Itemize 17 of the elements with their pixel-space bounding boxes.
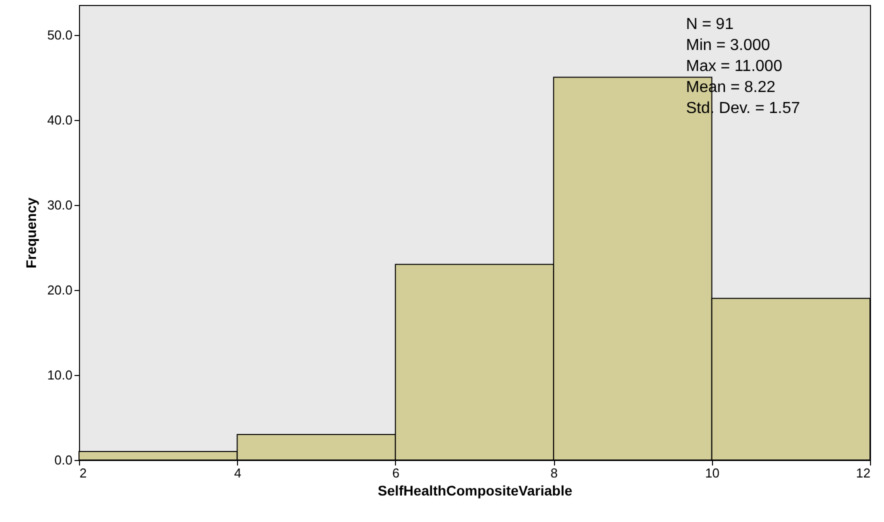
- annotation: N = 91: [686, 16, 734, 33]
- x-tick-label: 4: [234, 466, 242, 480]
- x-tick-label: 8: [550, 466, 558, 480]
- x-tick-label: 2: [80, 466, 87, 480]
- y-tick-label: 40.0: [47, 112, 72, 128]
- x-tick-label: 6: [392, 466, 400, 480]
- annotation: Min = 3.000: [686, 37, 770, 54]
- y-tick-label: 10.0: [47, 367, 72, 382]
- annotation: Max = 11.000: [686, 58, 782, 75]
- x-axis-title: SelfHealthCompositeVariable: [378, 482, 572, 498]
- y-tick-label: 0.0: [54, 452, 72, 468]
- y-tick-label: 30.0: [47, 197, 72, 212]
- y-axis-title: Frequency: [23, 197, 40, 268]
- x-tick-label: 10: [705, 466, 720, 480]
- y-tick-label: 20.0: [47, 282, 72, 298]
- x-tick-label: 12: [856, 466, 870, 480]
- y-tick-label: 50.0: [47, 27, 72, 42]
